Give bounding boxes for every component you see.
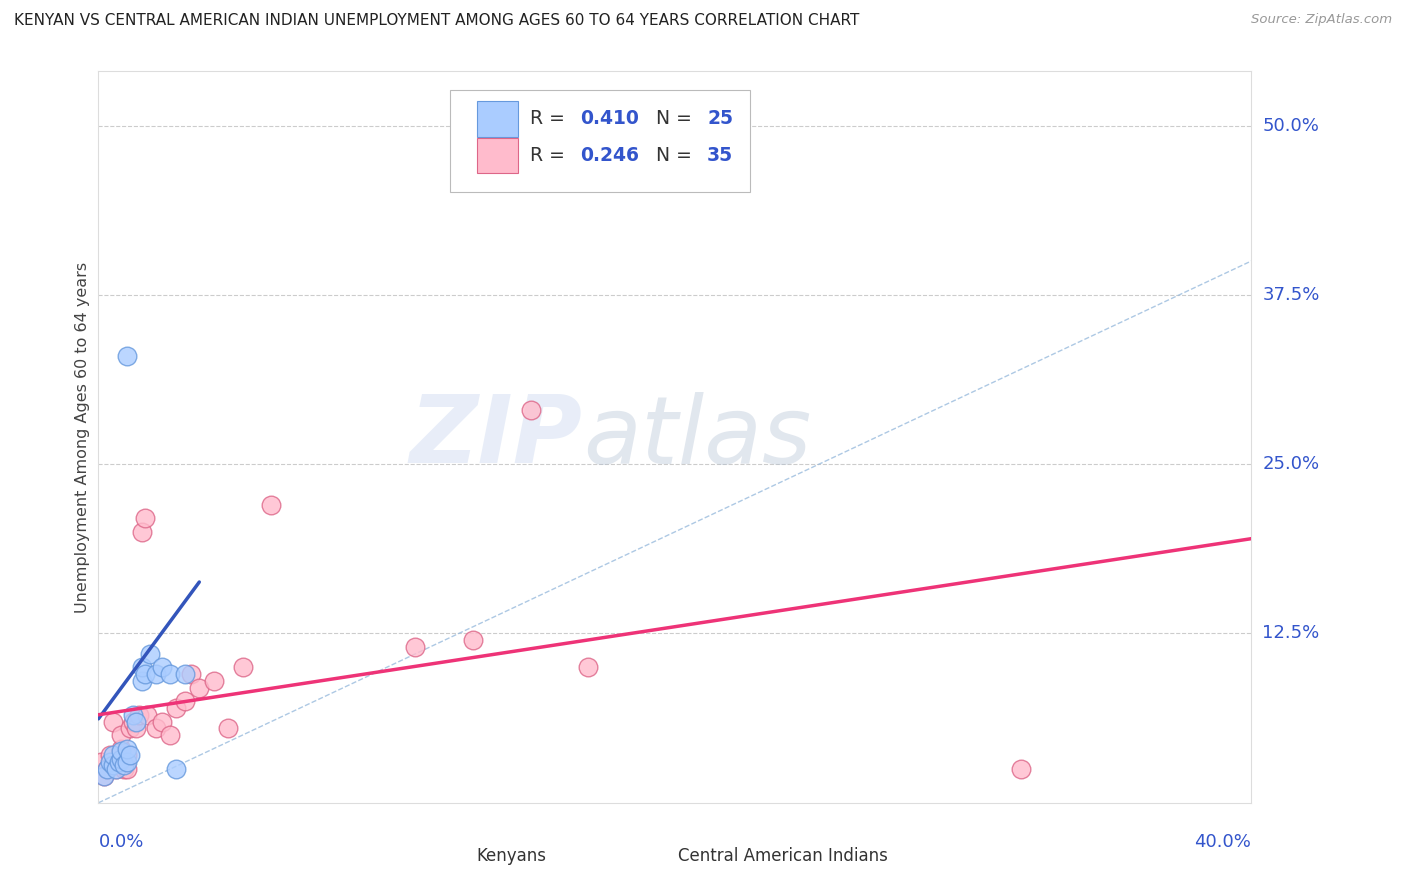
Point — [128, 707, 150, 722]
Point — [93, 769, 115, 783]
Point — [107, 755, 129, 769]
Y-axis label: Unemployment Among Ages 60 to 64 years: Unemployment Among Ages 60 to 64 years — [75, 261, 90, 613]
Text: 0.410: 0.410 — [581, 110, 640, 128]
Point — [131, 660, 153, 674]
Point — [461, 633, 484, 648]
Text: 40.0%: 40.0% — [1195, 833, 1251, 851]
Text: KENYAN VS CENTRAL AMERICAN INDIAN UNEMPLOYMENT AMONG AGES 60 TO 64 YEARS CORRELA: KENYAN VS CENTRAL AMERICAN INDIAN UNEMPL… — [14, 13, 859, 29]
FancyBboxPatch shape — [477, 101, 517, 136]
Text: Kenyans: Kenyans — [477, 847, 547, 865]
Point — [117, 755, 138, 769]
FancyBboxPatch shape — [450, 90, 749, 192]
Point — [107, 755, 129, 769]
Point — [174, 694, 197, 708]
Point — [120, 721, 142, 735]
Point — [120, 748, 142, 763]
Point — [139, 647, 162, 661]
Text: 0.246: 0.246 — [581, 146, 640, 165]
Point — [110, 752, 132, 766]
Point — [180, 667, 202, 681]
Text: R =: R = — [530, 146, 571, 165]
Point — [122, 707, 145, 722]
FancyBboxPatch shape — [627, 840, 675, 872]
Text: 12.5%: 12.5% — [1263, 624, 1320, 642]
Text: Source: ZipAtlas.com: Source: ZipAtlas.com — [1251, 13, 1392, 27]
Point — [101, 714, 124, 729]
Point — [98, 748, 121, 763]
Text: 25.0%: 25.0% — [1263, 455, 1320, 473]
Point — [96, 762, 118, 776]
Text: N =: N = — [657, 146, 699, 165]
Point — [112, 757, 135, 772]
Point — [165, 762, 187, 776]
Point — [110, 728, 132, 742]
Text: 35: 35 — [707, 146, 734, 165]
Point — [117, 748, 138, 763]
Point — [93, 769, 115, 783]
Text: 37.5%: 37.5% — [1263, 285, 1320, 304]
Point — [520, 403, 543, 417]
Point — [188, 681, 211, 695]
Point — [101, 748, 124, 763]
Point — [112, 762, 135, 776]
Point — [217, 721, 239, 735]
Point — [165, 701, 187, 715]
FancyBboxPatch shape — [425, 840, 472, 872]
Point — [159, 667, 181, 681]
Text: 50.0%: 50.0% — [1263, 117, 1319, 135]
Point — [117, 762, 138, 776]
Point — [145, 721, 167, 735]
Point — [131, 524, 153, 539]
Point — [260, 498, 283, 512]
Text: 25: 25 — [707, 110, 733, 128]
Point — [134, 667, 156, 681]
Text: Central American Indians: Central American Indians — [678, 847, 889, 865]
Point — [90, 755, 112, 769]
Point — [125, 721, 148, 735]
Point — [117, 349, 138, 363]
Text: 0.0%: 0.0% — [98, 833, 143, 851]
Point — [104, 762, 127, 776]
Point — [578, 660, 600, 674]
Text: R =: R = — [530, 110, 571, 128]
Point — [159, 728, 181, 742]
Point — [1010, 762, 1032, 776]
Point — [117, 741, 138, 756]
Text: atlas: atlas — [582, 392, 811, 483]
Point — [150, 714, 173, 729]
Point — [231, 660, 254, 674]
Point — [202, 673, 225, 688]
Text: N =: N = — [657, 110, 699, 128]
Point — [104, 762, 127, 776]
Point — [131, 673, 153, 688]
Point — [110, 744, 132, 758]
FancyBboxPatch shape — [477, 137, 517, 173]
Point — [134, 511, 156, 525]
Point — [125, 714, 148, 729]
Point — [122, 714, 145, 729]
Point — [98, 755, 121, 769]
Point — [145, 667, 167, 681]
Point — [101, 757, 124, 772]
Point — [174, 667, 197, 681]
Text: ZIP: ZIP — [409, 391, 582, 483]
Point — [150, 660, 173, 674]
Point — [136, 707, 159, 722]
Point — [110, 741, 132, 756]
Point — [96, 762, 118, 776]
Point — [405, 640, 427, 654]
